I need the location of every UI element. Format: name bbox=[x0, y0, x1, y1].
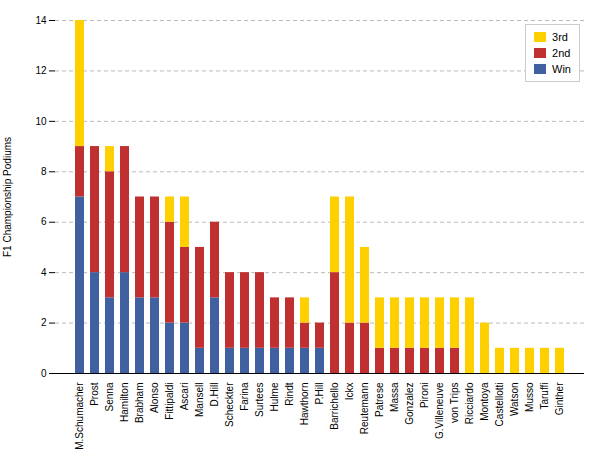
svg-text:P.Hill: P.Hill bbox=[314, 383, 325, 405]
svg-text:12: 12 bbox=[35, 65, 47, 76]
svg-text:Barrichello: Barrichello bbox=[329, 382, 340, 430]
svg-text:D.Hill: D.Hill bbox=[209, 383, 220, 407]
html-text:2nd: 2nd bbox=[552, 47, 571, 59]
svg-text:Hawthorn: Hawthorn bbox=[299, 383, 310, 426]
svg-text:Ickx: Ickx bbox=[344, 383, 355, 401]
svg-text:Farina: Farina bbox=[239, 382, 250, 411]
svg-text:6: 6 bbox=[41, 216, 47, 227]
svg-text:Mansell: Mansell bbox=[194, 383, 205, 417]
svg-text:14: 14 bbox=[35, 15, 47, 26]
svg-text:Fittipaldi: Fittipaldi bbox=[164, 383, 175, 420]
svg-text:Ascari: Ascari bbox=[179, 383, 190, 411]
svg-text:2: 2 bbox=[41, 317, 47, 328]
svg-text:Reutemann: Reutemann bbox=[359, 383, 370, 435]
svg-text:8: 8 bbox=[41, 166, 47, 177]
svg-text:Scheckter: Scheckter bbox=[224, 382, 235, 427]
svg-text:Rindt: Rindt bbox=[284, 382, 295, 406]
svg-text:Montoya: Montoya bbox=[479, 382, 490, 421]
html-text:3rd: 3rd bbox=[552, 31, 568, 43]
svg-text:Taruffi: Taruffi bbox=[539, 383, 550, 410]
svg-text:Gonzalez: Gonzalez bbox=[404, 383, 415, 425]
svg-text:Patrese: Patrese bbox=[374, 382, 385, 417]
svg-text:Surtees: Surtees bbox=[254, 383, 265, 417]
svg-text:Hulme: Hulme bbox=[269, 382, 280, 411]
svg-text:Prost: Prost bbox=[89, 382, 100, 406]
svg-text:Massa: Massa bbox=[389, 382, 400, 412]
svg-text:von Trips: von Trips bbox=[449, 383, 460, 424]
svg-text:Musso: Musso bbox=[524, 382, 535, 412]
svg-text:Castellotti: Castellotti bbox=[494, 383, 505, 427]
svg-text:Pironi: Pironi bbox=[419, 383, 430, 409]
svg-text:Alonso: Alonso bbox=[149, 382, 160, 413]
svg-text:Brabham: Brabham bbox=[134, 383, 145, 424]
svg-text:4: 4 bbox=[41, 267, 47, 278]
svg-text:Ricciardo: Ricciardo bbox=[464, 382, 475, 424]
html-text:Win: Win bbox=[552, 63, 571, 75]
svg-text:0: 0 bbox=[41, 368, 47, 379]
svg-text:Watson: Watson bbox=[509, 383, 520, 417]
svg-text:Hamilton: Hamilton bbox=[119, 383, 130, 422]
svg-text:Senna: Senna bbox=[104, 382, 115, 411]
svg-text:F1 Championship Podiums: F1 Championship Podiums bbox=[2, 137, 13, 257]
svg-text:10: 10 bbox=[35, 116, 47, 127]
svg-text:G.Villeneuve: G.Villeneuve bbox=[434, 382, 445, 439]
svg-text:Ginther: Ginther bbox=[554, 382, 565, 415]
svg-text:M.Schumacher: M.Schumacher bbox=[74, 382, 85, 450]
